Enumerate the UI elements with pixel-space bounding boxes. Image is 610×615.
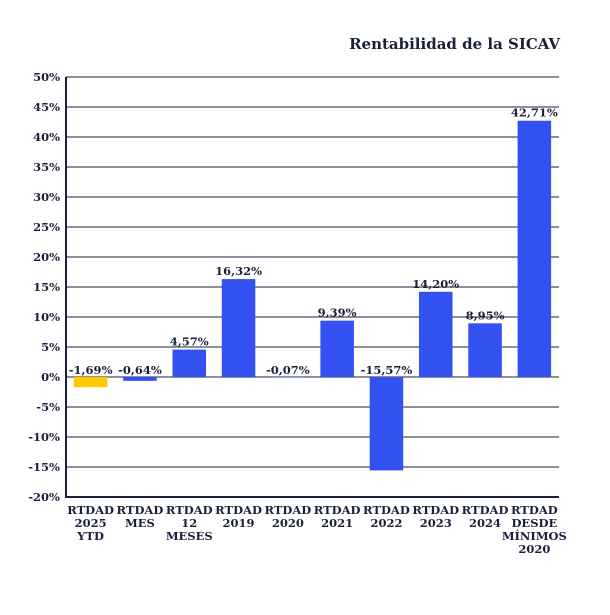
bar [271,377,305,378]
x-tick-label: 2022 [370,516,402,530]
bar [517,120,552,378]
x-tick-label: RTDAD [363,503,410,517]
y-tick-label: -5% [36,400,60,414]
y-tick-label: 50% [33,70,60,84]
y-tick-label: 20% [33,250,60,264]
bar [418,291,453,377]
axis-frame [65,77,559,498]
y-tick-label: 25% [33,220,60,234]
data-label: 9,39% [318,306,357,320]
data-label: 4,57% [170,335,209,349]
y-tick-label: 45% [33,100,60,114]
data-label: -0,64% [118,363,162,377]
y-tick-label: -20% [28,490,60,504]
data-label: -1,69% [69,363,113,377]
x-tick-label: RTDAD [314,503,361,517]
y-tick-label: 10% [33,310,60,324]
y-tick-label: 0% [41,370,60,384]
data-label: 16,32% [215,264,262,278]
y-tick-label: -10% [28,430,60,444]
y-tick-label: -15% [28,460,60,474]
x-tick-label: DESDE [511,516,557,530]
bar [468,323,502,377]
y-tick-label: 15% [33,280,60,294]
x-tick-label: MES [125,516,155,530]
bar [73,377,108,388]
x-tick-label: RTDAD [412,503,459,517]
data-label: 8,95% [466,308,505,322]
x-tick-label: 2020 [518,542,550,556]
bars [73,120,552,471]
y-tick-label: 35% [33,160,60,174]
x-tick-label: 12 [181,516,197,530]
data-labels: -1,69% -0,64% 4,57% 16,32% -0,07% 9,39% -15,57… [69,106,558,377]
x-tick-label: 2019 [223,516,255,530]
chart-title: Rentabilidad de la SICAV [349,35,560,53]
x-tick-label: 2024 [469,516,501,530]
x-tick-label: RTDAD [166,503,213,517]
y-axis-ticks: 50% 45% 40% 35% 30% 25% 20% 15% 10% 5% 0% -5% -10% -1… [28,70,60,504]
gridlines [66,76,559,498]
x-tick-label: MÍNIMOS [502,529,567,543]
y-tick-label: 30% [33,190,60,204]
y-tick-label: 40% [33,130,60,144]
bar [369,377,404,471]
x-tick-label: RTDAD [511,503,558,517]
x-tick-label: YTD [76,529,104,543]
data-label: -0,07% [266,363,310,377]
x-tick-label: 2020 [272,516,304,530]
x-tick-label: RTDAD [215,503,262,517]
x-tick-label: MESES [166,529,213,543]
x-tick-label: RTDAD [67,503,114,517]
data-label: -15,57% [361,363,413,377]
bar [123,377,157,381]
x-tick-label: RTDAD [117,503,164,517]
data-label: 42,71% [511,106,558,120]
x-tick-label: 2021 [321,516,353,530]
bar [221,279,256,377]
x-tick-label: RTDAD [264,503,311,517]
bar [320,320,354,377]
x-axis-ticks: RTDAD2025YTDRTDADMESRTDAD12MESESRTDAD201… [67,503,567,556]
y-tick-label: 5% [41,340,60,354]
x-tick-label: RTDAD [462,503,509,517]
x-tick-label: 2023 [420,516,452,530]
x-tick-label: 2025 [75,516,107,530]
bar [172,349,207,377]
data-label: 14,20% [412,277,459,291]
